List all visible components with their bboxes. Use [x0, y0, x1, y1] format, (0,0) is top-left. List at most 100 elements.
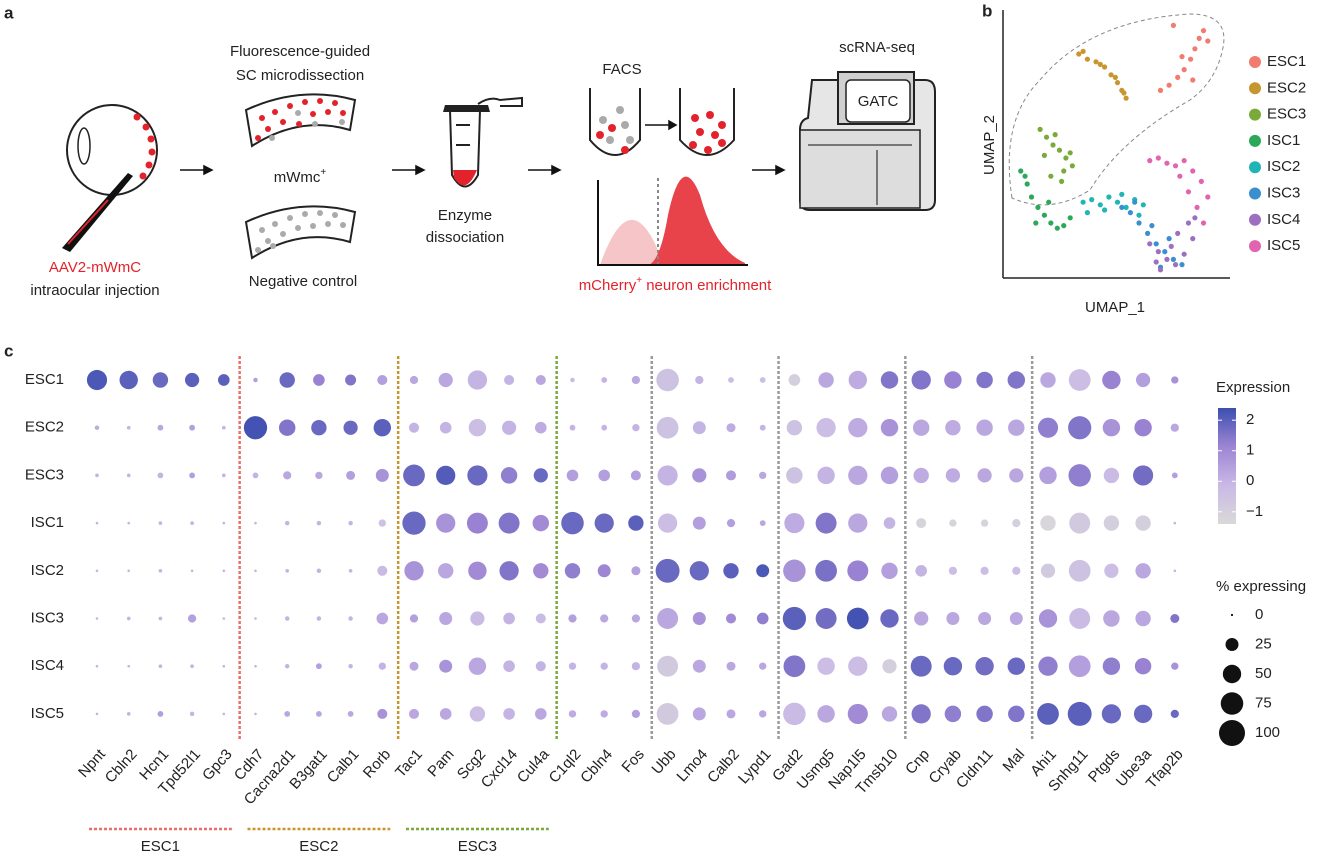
gene-label: Tac1: [392, 746, 426, 781]
dot: [692, 468, 707, 483]
point: [1145, 230, 1151, 236]
dot: [348, 520, 353, 526]
point: [1050, 142, 1056, 148]
dot: [190, 521, 194, 525]
dot: [597, 564, 611, 578]
dot: [913, 467, 929, 484]
dot: [976, 705, 993, 723]
dot: [1037, 703, 1059, 725]
gene-label: Cbln4: [577, 746, 616, 787]
dot: [880, 466, 899, 485]
dot: [600, 614, 609, 623]
point: [1172, 262, 1179, 268]
dot: [1171, 662, 1179, 670]
dot: [568, 662, 577, 670]
point: [1170, 22, 1176, 28]
dot: [1135, 515, 1151, 531]
dot: [848, 513, 868, 533]
point: [1037, 126, 1043, 132]
dot: [469, 706, 486, 722]
dot: [631, 614, 641, 623]
dot: [912, 419, 930, 436]
size-tick-label: 75: [1255, 694, 1272, 711]
point: [1097, 61, 1103, 67]
dot: [285, 568, 290, 573]
dot: [600, 662, 608, 670]
dot: [127, 521, 130, 525]
point: [1164, 256, 1170, 262]
gene-label: Mal: [999, 746, 1028, 775]
point: [1136, 212, 1142, 218]
route-label: intraocular injection: [30, 282, 159, 299]
point: [1102, 207, 1108, 213]
point: [1046, 199, 1052, 205]
point: [1157, 87, 1164, 93]
dot: [217, 374, 230, 386]
point: [1076, 51, 1082, 57]
dot: [756, 564, 770, 578]
dot: [1135, 610, 1151, 627]
x-axis-label: UMAP_1: [1085, 299, 1145, 316]
point: [1035, 204, 1041, 210]
dot: [759, 710, 767, 718]
point: [1112, 74, 1118, 80]
dot: [408, 422, 420, 433]
gene-label: Fos: [618, 746, 647, 776]
dot: [343, 420, 358, 435]
point: [1205, 38, 1211, 44]
step-label: mWmc+: [274, 167, 327, 186]
dot: [657, 513, 678, 533]
point: [1119, 191, 1125, 197]
legend-label: ISC2: [1267, 158, 1300, 175]
point: [1175, 74, 1181, 80]
dot: [1135, 372, 1151, 388]
point: [1028, 194, 1035, 200]
dot: [568, 710, 577, 718]
dot: [1133, 465, 1154, 486]
point: [1061, 168, 1067, 174]
dot: [532, 514, 550, 532]
dot: [949, 519, 957, 527]
dot: [500, 467, 518, 484]
dot: [566, 469, 579, 482]
dot: [1103, 515, 1120, 531]
point: [1185, 220, 1192, 226]
dot: [561, 511, 584, 535]
size-tick-label: 100: [1255, 724, 1280, 741]
panel-label: b: [982, 1, 992, 20]
point: [1147, 241, 1153, 247]
step-label: dissociation: [426, 229, 504, 246]
dot: [535, 661, 546, 672]
dot: [725, 470, 737, 481]
point: [1127, 210, 1133, 216]
row-label: ESC3: [25, 466, 64, 483]
dot: [815, 608, 837, 629]
dot: [759, 424, 766, 431]
point: [1123, 204, 1129, 210]
dot: [848, 370, 867, 390]
gene-label: Calb2: [704, 746, 743, 787]
dot: [655, 558, 680, 583]
dot: [501, 420, 517, 435]
dot: [403, 464, 425, 487]
point: [1192, 215, 1198, 221]
tissue-negative: [244, 205, 357, 260]
dot: [980, 519, 989, 527]
dot: [439, 612, 453, 625]
dot: [534, 421, 547, 434]
point: [1170, 256, 1176, 262]
dot: [503, 660, 515, 673]
dot: [1069, 608, 1091, 629]
dot: [402, 511, 426, 535]
dot: [152, 372, 169, 388]
dot: [848, 465, 868, 486]
dot: [914, 611, 929, 626]
dot: [313, 374, 325, 386]
sequencer: [799, 71, 936, 211]
dot: [189, 472, 196, 479]
point: [1084, 210, 1090, 216]
dot: [348, 568, 353, 573]
dot: [1068, 464, 1091, 487]
point: [1153, 259, 1159, 265]
